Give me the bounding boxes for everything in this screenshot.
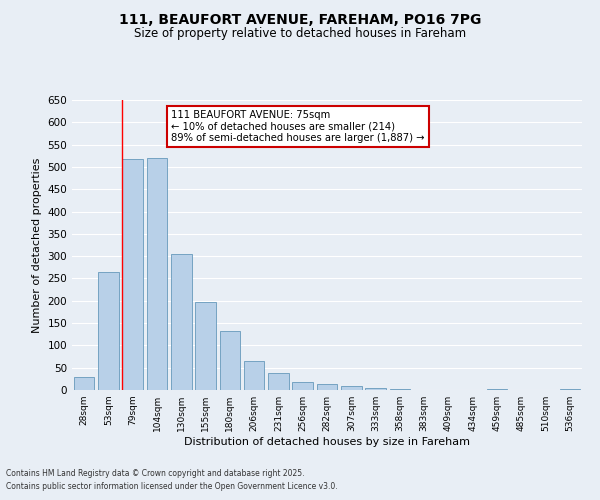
Bar <box>171 254 191 390</box>
Text: Size of property relative to detached houses in Fareham: Size of property relative to detached ho… <box>134 28 466 40</box>
Bar <box>560 388 580 390</box>
Text: 111, BEAUFORT AVENUE, FAREHAM, PO16 7PG: 111, BEAUFORT AVENUE, FAREHAM, PO16 7PG <box>119 12 481 26</box>
Bar <box>365 388 386 390</box>
Bar <box>74 376 94 390</box>
Bar <box>220 331 240 390</box>
Text: 111 BEAUFORT AVENUE: 75sqm
← 10% of detached houses are smaller (214)
89% of sem: 111 BEAUFORT AVENUE: 75sqm ← 10% of deta… <box>172 110 425 144</box>
Bar <box>98 272 119 390</box>
Text: Contains HM Land Registry data © Crown copyright and database right 2025.: Contains HM Land Registry data © Crown c… <box>6 468 305 477</box>
Y-axis label: Number of detached properties: Number of detached properties <box>32 158 42 332</box>
Text: Contains public sector information licensed under the Open Government Licence v3: Contains public sector information licen… <box>6 482 338 491</box>
Bar <box>195 302 216 390</box>
Bar <box>244 361 265 390</box>
Bar <box>341 386 362 390</box>
Bar <box>122 159 143 390</box>
Bar <box>268 373 289 390</box>
Bar <box>146 158 167 390</box>
Bar <box>292 382 313 390</box>
Bar <box>487 388 508 390</box>
X-axis label: Distribution of detached houses by size in Fareham: Distribution of detached houses by size … <box>184 437 470 447</box>
Bar <box>317 384 337 390</box>
Bar <box>389 388 410 390</box>
